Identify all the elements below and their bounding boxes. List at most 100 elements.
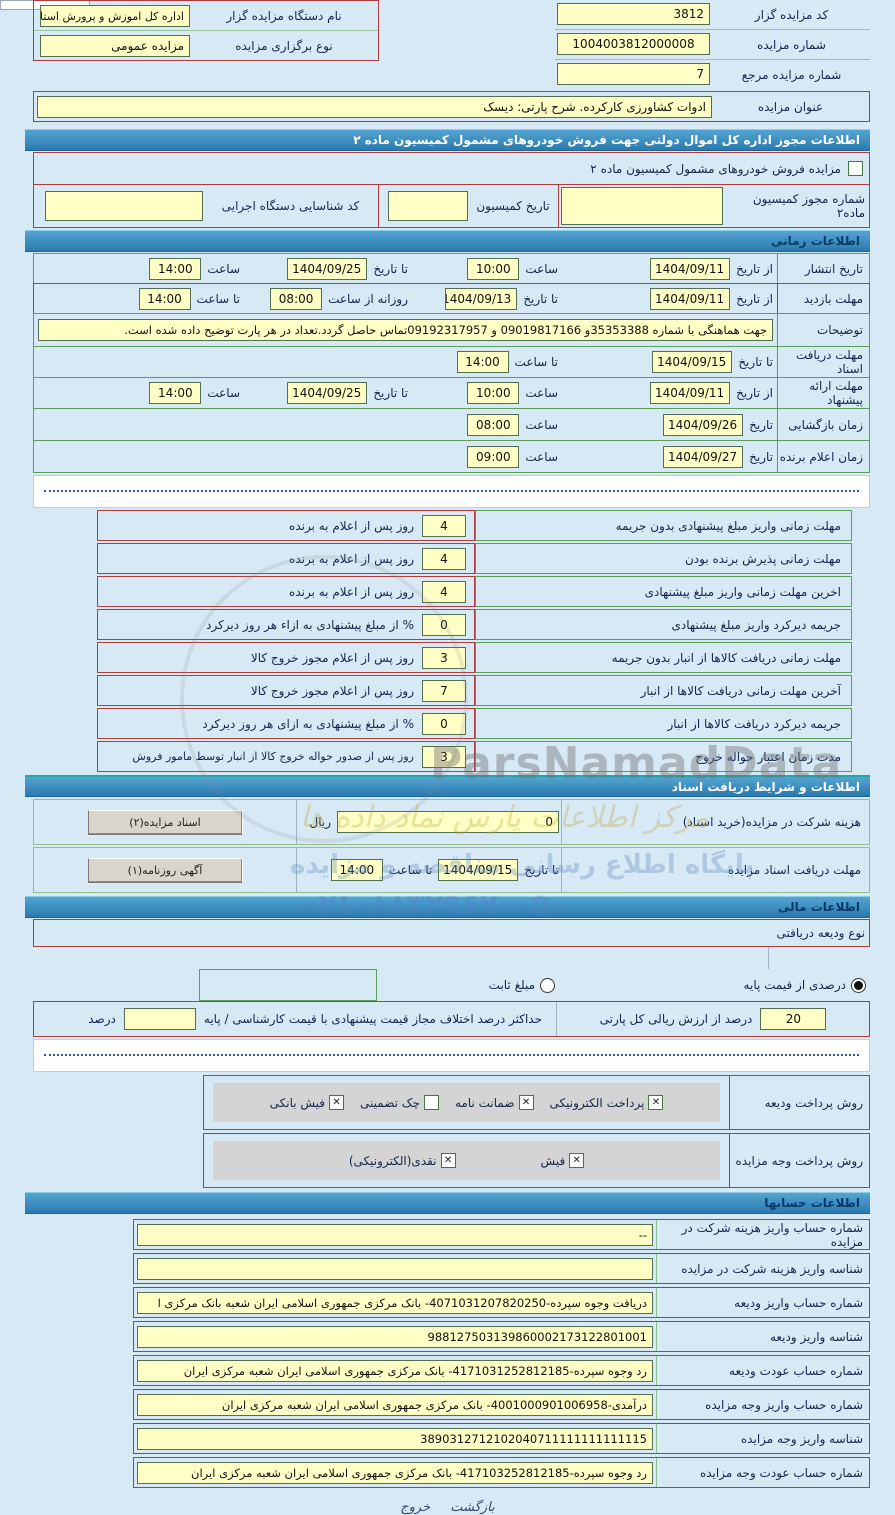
publish-from-date-input[interactable]: 1404/09/11 (650, 257, 731, 280)
agency-code-cell: 3812 (557, 3, 710, 25)
deadline-3-input[interactable]: 0 (422, 613, 466, 636)
certified-check-checkbox[interactable] (423, 1095, 439, 1110)
deadline-6-input[interactable]: 0 (422, 712, 466, 735)
agency-name-label: نام دستگاه مزایده گزار (226, 8, 342, 23)
description-label: توضیحات (777, 314, 869, 346)
deposit-percent-input[interactable]: 20 (760, 1008, 827, 1030)
agency-id-label: کد شناسایی دستگاه اجرایی (221, 199, 360, 213)
permit-no-input[interactable] (561, 187, 723, 225)
docs-deadline-time-input[interactable]: 14:00 (330, 859, 383, 881)
percent-of-base-option[interactable]: درصدی از قیمت پایه (555, 977, 870, 993)
opening-date-input[interactable]: 1404/09/26 (663, 413, 744, 436)
account-row: شناسه واریز هزینه شرکت در مزایده (133, 1253, 870, 1284)
slip-option[interactable]: فیش (541, 1153, 585, 1168)
publish-to-date-input[interactable]: 1404/09/25 (287, 257, 368, 280)
percent-of-base-radio[interactable] (851, 977, 866, 993)
auction-payment-method-group: فیش نقدی(الکترونیکی) (213, 1141, 720, 1180)
commission-date-input[interactable] (388, 191, 468, 221)
electronic-payment-checkbox[interactable] (648, 1095, 664, 1110)
docs-deadline-label: مهلت دریافت اسناد مزایده (561, 848, 869, 892)
auction-type-label: نوع برگزاری مزایده (235, 38, 333, 53)
agency-info-box: نام دستگاه مزایده گزار اداره کل اموزش و … (33, 0, 379, 61)
docs-deadline-date-input[interactable]: 1404/09/15 (438, 859, 519, 881)
deadline-row: مهلت زمانی پذیرش برنده بودن 4 روز پس از ا… (97, 543, 852, 574)
deadline-5-input[interactable]: 7 (422, 679, 466, 702)
visit-daily-from-time-input[interactable]: 08:00 (270, 287, 323, 310)
deadline-7-input[interactable]: 3 (422, 745, 466, 768)
account-row: شناسه واریز ودیعه 9881275031398600021731… (133, 1321, 870, 1352)
bank-slip-checkbox[interactable] (329, 1095, 345, 1110)
deposit-type-row: نوع ودیعه دریافتی (33, 919, 870, 947)
spacer-row (33, 947, 870, 969)
auction-title-input[interactable]: ادوات کشاورزی کارکرده. شرح پارتی: دیسک (37, 95, 712, 118)
auction-no-input[interactable]: 1004003812000008 (557, 33, 710, 55)
agency-code-input[interactable]: 3812 (557, 3, 710, 25)
visit-to-date-input[interactable]: 1404/09/13 (445, 287, 518, 310)
auction-type-input[interactable]: مزایده عمومی (40, 34, 190, 57)
account-row: شماره حساب عودت ودیعه رد وجوه سپرده-4171… (133, 1355, 870, 1386)
fixed-amount-option[interactable]: مبلغ ثابت (377, 977, 555, 993)
winner-announce-row: زمان اعلام برنده تاریخ 1404/09/27 ساعت 09:… (33, 440, 870, 473)
offer-to-date-input[interactable]: 1404/09/25 (287, 382, 368, 404)
docs-receipt-to-time-input[interactable]: 14:00 (456, 351, 509, 373)
visit-period-label: مهلت بازدید (777, 284, 869, 313)
exit-link[interactable]: خروج (400, 1500, 431, 1515)
deposit-payment-method-group: پرداخت الکترونیکی ضمانت نامه چک تضمینی ف… (213, 1083, 720, 1122)
deposit-account-input[interactable]: دریافت وجوه سپرده-4071031207820250- بانک… (137, 1291, 653, 1314)
deposit-payment-id-input[interactable]: 988127503139860002173122801001 (137, 1325, 653, 1348)
offer-from-date-input[interactable]: 1404/09/11 (650, 382, 731, 404)
visit-from-date-input[interactable]: 1404/09/11 (650, 287, 731, 310)
account-row: شماره حساب واریز ودیعه دریافت وجوه سپرده… (133, 1287, 870, 1318)
auction-payment-account-input[interactable]: درآمدی-4001000901006958- بانک مرکزی جمهو… (137, 1393, 653, 1416)
account-row: شماره حساب واریز وجه مزایده درآمدی-40010… (133, 1389, 870, 1420)
deadline-0-input[interactable]: 4 (422, 514, 466, 537)
docs-receipt-to-date-input[interactable]: 1404/09/15 (652, 351, 733, 373)
deadline-2-input[interactable]: 4 (422, 580, 466, 603)
cash-electronic-option[interactable]: نقدی(الکترونیکی) (349, 1153, 456, 1168)
docs-section-header: اطلاعات و شرایط دریافت اسناد (25, 775, 870, 797)
percent-of-base-label: درصدی از قیمت پایه (743, 978, 846, 992)
fee-account-input[interactable]: -- (137, 1223, 653, 1246)
max-diff-input[interactable] (123, 1008, 196, 1030)
visit-daily-to-time-input[interactable]: 14:00 (138, 287, 191, 310)
winner-announce-time-input[interactable]: 09:00 (467, 445, 520, 468)
offer-from-time-input[interactable]: 10:00 (467, 382, 520, 404)
auction-payment-id-input[interactable]: 3890312712102040711111111111115 (137, 1427, 653, 1450)
offer-to-time-input[interactable]: 14:00 (149, 382, 202, 404)
opening-time-row: زمان بازگشایی تاریخ 1404/09/26 ساعت 08:00 (33, 408, 870, 441)
winner-announce-date-input[interactable]: 1404/09/27 (663, 445, 744, 468)
deadline-1-input[interactable]: 4 (422, 547, 466, 570)
newspaper-ad-button[interactable]: آگهی روزنامه(۱) (87, 857, 243, 883)
participation-fee-input[interactable]: 0 (337, 811, 559, 833)
certified-check-option[interactable]: چک تضمینی (360, 1095, 439, 1110)
fixed-amount-radio[interactable] (540, 977, 555, 993)
offer-period-row: مهلت ارائه پیشنهاد از تاریخ 1404/09/11 سا… (33, 377, 870, 409)
ref-no-input[interactable]: 7 (557, 63, 710, 85)
deadline-4-input[interactable]: 3 (422, 646, 466, 669)
cash-electronic-checkbox[interactable] (440, 1153, 456, 1168)
guarantee-letter-checkbox[interactable] (518, 1095, 534, 1110)
auction-return-account-input[interactable]: رد وجوه سپرده-417103252812185- بانک مرکز… (137, 1461, 653, 1484)
electronic-payment-option[interactable]: پرداخت الکترونیکی (550, 1095, 664, 1110)
deposit-payment-method-label: روش پرداخت ودیعه (729, 1076, 869, 1129)
agency-name-input[interactable]: اداره کل اموزش و پرورش استا (40, 4, 190, 27)
back-link[interactable]: بازگشت (450, 1500, 495, 1515)
publish-from-time-input[interactable]: 10:00 (467, 257, 520, 280)
auction-docs-button[interactable]: اسناد مزایده(۲) (87, 809, 243, 835)
description-input[interactable]: جهت هماهنگی با شماره 35353388و 090198171… (38, 319, 773, 341)
commission-date-cell: تاریخ کمیسیون (378, 185, 558, 227)
publish-to-time-input[interactable]: 14:00 (149, 257, 202, 280)
fee-payment-id-input[interactable] (137, 1257, 653, 1280)
commission-auction-checkbox[interactable] (848, 161, 863, 176)
opening-time-input[interactable]: 08:00 (467, 413, 520, 436)
guarantee-letter-option[interactable]: ضمانت نامه (455, 1095, 534, 1110)
bank-slip-option[interactable]: فیش بانکی (270, 1095, 345, 1110)
description-row: توضیحات جهت هماهنگی با شماره 35353388و 0… (33, 313, 870, 347)
slip-checkbox[interactable] (569, 1153, 585, 1168)
deposit-return-account-input[interactable]: رد وجوه سپرده-4171031252812185- بانک مرک… (137, 1359, 653, 1382)
auction-no-label-cell: شماره مزایده (713, 30, 870, 59)
publish-date-row: تاریخ انتشار از تاریخ 1404/09/11 ساعت 10:0… (33, 253, 870, 284)
agency-id-input[interactable] (45, 191, 203, 221)
auction-payment-method-row: روش پرداخت وجه مزایده فیش نقدی(الکترونیک… (203, 1133, 870, 1188)
